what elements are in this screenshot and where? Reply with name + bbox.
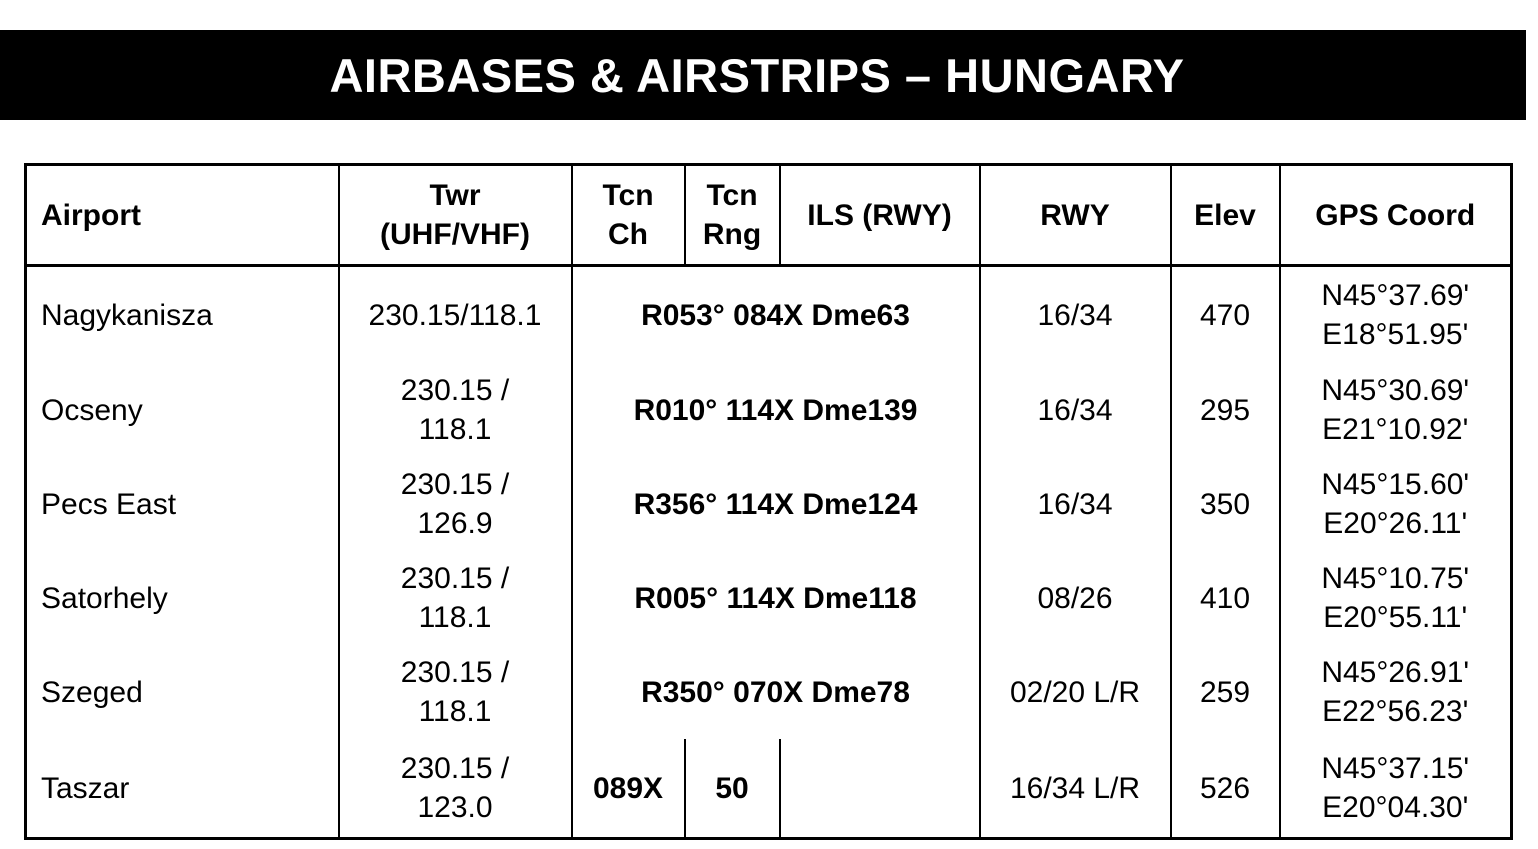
cell-tacan: R005° 114X Dme118 <box>570 551 980 645</box>
header-airport: Airport <box>25 164 339 267</box>
table-header-row: Airport Twr (UHF/VHF) Tcn Ch Tcn Rng ILS… <box>25 164 1512 267</box>
header-tcn-ch-line1: Tcn <box>602 179 654 212</box>
airbase-table-wrapper: Airport Twr (UHF/VHF) Tcn Ch Tcn Rng ILS… <box>24 163 1513 840</box>
gps-lon: E20°04.30' <box>1322 791 1469 824</box>
twr-vhf: 118.1 <box>418 695 492 728</box>
page-title: AIRBASES & AIRSTRIPS – HUNGARY <box>329 48 1185 102</box>
table-row: Satorhely 230.15 / 118.1 R005° 114X Dme1… <box>26 551 1512 645</box>
header-tcn-rng-line1: Tcn <box>706 179 758 212</box>
gps-lon: E18°51.95' <box>1322 318 1469 351</box>
twr-uhf: 230.15 / <box>400 752 510 785</box>
cell-twr: 230.15 / 126.9 <box>337 457 572 551</box>
cell-gps: N45°10.75' E20°55.11' <box>1278 551 1512 645</box>
cell-tcn-rng: 50 <box>683 739 780 839</box>
cell-twr: 230.15 / 118.1 <box>337 363 572 457</box>
twr-uhf: 230.15 / <box>400 374 510 407</box>
twr-vhf: 118.1 <box>418 601 492 634</box>
page-title-banner: AIRBASES & AIRSTRIPS – HUNGARY <box>0 30 1526 120</box>
twr-uhf: 230.15 / <box>400 468 510 501</box>
cell-rwy: 02/20 L/R <box>978 645 1171 739</box>
header-rwy: RWY <box>978 164 1171 267</box>
cell-airport: Nagykanisza <box>41 298 213 332</box>
cell-gps: N45°37.15' E20°04.30' <box>1278 739 1512 839</box>
cell-airport: Pecs East <box>41 487 177 521</box>
cell-rwy: 16/34 L/R <box>978 739 1171 839</box>
gps-lat: N45°30.69' <box>1321 374 1470 407</box>
cell-twr: 230.15 / 118.1 <box>337 645 572 739</box>
airbase-table: Airport Twr (UHF/VHF) Tcn Ch Tcn Rng ILS… <box>24 163 1513 840</box>
table-row: Ocseny 230.15 / 118.1 R010° 114X Dme139 … <box>26 363 1512 457</box>
header-elev: Elev <box>1169 164 1280 267</box>
cell-gps: N45°15.60' E20°26.11' <box>1278 457 1512 551</box>
header-tcn-ch-line2: Ch <box>608 218 648 251</box>
header-twr-line2: (UHF/VHF) <box>380 218 530 251</box>
gps-lon: E21°10.92' <box>1322 413 1469 446</box>
header-gps: GPS Coord <box>1278 164 1512 267</box>
twr-vhf: 126.9 <box>417 507 493 540</box>
header-twr-line1: Twr <box>429 179 481 212</box>
header-tcn-rng-line2: Rng <box>702 218 762 251</box>
cell-tacan: R053° 084X Dme63 <box>570 265 980 363</box>
cell-elev: 295 <box>1169 363 1280 457</box>
twr-vhf: 123.0 <box>417 791 493 824</box>
twr-uhf: 230.15 / <box>400 562 510 595</box>
table-row: Pecs East 230.15 / 126.9 R356° 114X Dme1… <box>26 457 1512 551</box>
table-row: Taszar 230.15 / 123.0 089X 50 16/34 L/R … <box>26 739 1512 839</box>
gps-lon: E20°26.11' <box>1323 507 1468 540</box>
cell-rwy: 08/26 <box>978 551 1171 645</box>
header-ils: ILS (RWY) <box>778 164 980 267</box>
gps-lat: N45°10.75' <box>1321 562 1470 595</box>
cell-airport: Ocseny <box>41 393 143 427</box>
header-tcn-ch: Tcn Ch <box>570 164 685 267</box>
cell-airport: Szeged <box>41 675 143 709</box>
table-row: Szeged 230.15 / 118.1 R350° 070X Dme78 0… <box>26 645 1512 739</box>
cell-tacan: R010° 114X Dme139 <box>570 363 980 457</box>
cell-gps: N45°37.69' E18°51.95' <box>1278 265 1512 363</box>
gps-lon: E20°55.11' <box>1323 601 1468 634</box>
cell-elev: 259 <box>1169 645 1280 739</box>
cell-gps: N45°30.69' E21°10.92' <box>1278 363 1512 457</box>
cell-rwy: 16/34 <box>978 363 1171 457</box>
cell-twr: 230.15 / 123.0 <box>337 739 572 839</box>
table-row: Nagykanisza 230.15/118.1 R053° 084X Dme6… <box>26 265 1512 363</box>
cell-elev: 470 <box>1169 265 1280 363</box>
cell-rwy: 16/34 <box>978 265 1171 363</box>
cell-elev: 526 <box>1169 739 1280 839</box>
gps-lon: E22°56.23' <box>1322 695 1469 728</box>
cell-tcn-ch: 089X <box>570 739 685 839</box>
header-twr: Twr (UHF/VHF) <box>337 164 572 267</box>
cell-gps: N45°26.91' E22°56.23' <box>1278 645 1512 739</box>
cell-elev: 410 <box>1169 551 1280 645</box>
cell-tacan: R356° 114X Dme124 <box>570 457 980 551</box>
gps-lat: N45°37.15' <box>1321 752 1470 785</box>
cell-airport: Satorhely <box>41 581 168 615</box>
cell-airport: Taszar <box>41 771 130 805</box>
cell-twr: 230.15/118.1 <box>337 265 572 363</box>
cell-rwy: 16/34 <box>978 457 1171 551</box>
cell-elev: 350 <box>1169 457 1280 551</box>
twr-uhf: 230.15 / <box>400 656 510 689</box>
twr-vhf: 118.1 <box>418 413 492 446</box>
header-tcn-rng: Tcn Rng <box>683 164 780 267</box>
gps-lat: N45°26.91' <box>1321 656 1470 689</box>
gps-lat: N45°15.60' <box>1321 468 1470 501</box>
cell-tacan: R350° 070X Dme78 <box>570 645 980 739</box>
gps-lat: N45°37.69' <box>1321 279 1470 312</box>
cell-ils <box>778 739 980 839</box>
cell-twr: 230.15 / 118.1 <box>337 551 572 645</box>
